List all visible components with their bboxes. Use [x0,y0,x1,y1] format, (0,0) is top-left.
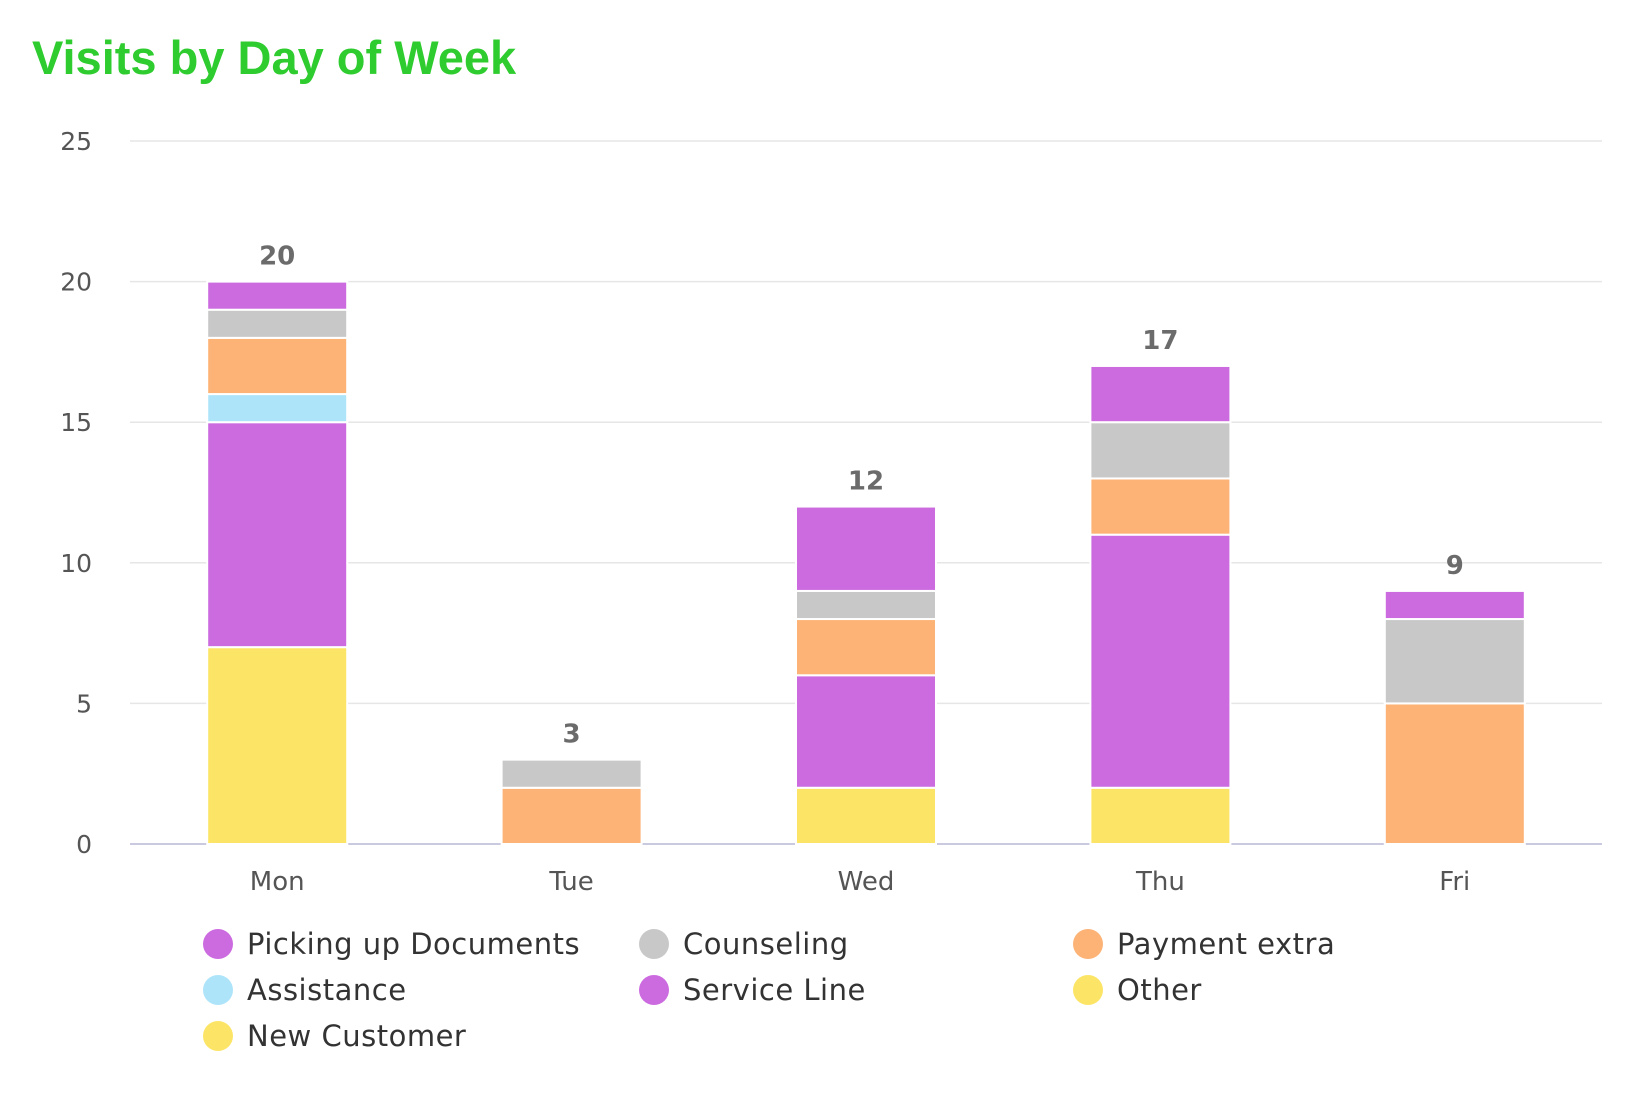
x-tick-label-wed: Wed [838,867,895,897]
legend-marker [639,975,669,1005]
bar-fri-payment-extra[interactable] [1383,702,1526,846]
bar-fri-counseling[interactable] [1383,618,1526,705]
legend-item-payment-extra[interactable]: Payment extra [1073,927,1335,961]
total-label-wed: 12 [848,467,884,497]
bars [206,280,1526,846]
bar-thu-new-customer[interactable] [1089,786,1232,846]
legend-marker [1073,929,1103,959]
legend-label: New Customer [247,1019,467,1053]
bar-mon-picking-up-documents[interactable] [206,280,349,311]
legend-marker [1073,975,1103,1005]
total-label-thu: 17 [1142,326,1178,356]
chart-title: Visits by Day of Week [32,31,517,84]
y-tick-label-0: 0 [76,830,92,859]
bar-wed-new-customer[interactable] [795,786,937,846]
x-tick-label-thu: Thu [1135,867,1185,897]
x-tick-label-tue: Tue [548,867,593,897]
bar-tue-counseling[interactable] [500,758,643,789]
y-tick-label-5: 5 [76,689,92,718]
y-tick-label-15: 15 [60,408,92,437]
y-tick-label-10: 10 [60,549,92,578]
total-label-fri: 9 [1446,551,1464,581]
bar-fri-picking-up-documents[interactable] [1383,589,1526,621]
legend-label: Assistance [247,973,407,1007]
bar-wed-picking-up-documents[interactable] [795,505,937,592]
bar-mon-payment-extra[interactable] [206,336,349,396]
bar-mon-assistance[interactable] [206,393,349,424]
bar-thu-payment-extra[interactable] [1089,477,1232,536]
legend-item-other[interactable]: Other [1073,973,1202,1007]
legend-marker [203,929,233,959]
x-axis-tick-labels: Mon Tue Wed Thu Fri [250,867,1471,897]
bar-wed-counseling[interactable] [795,589,937,621]
total-label-tue: 3 [563,720,581,750]
bar-thu-picking-up-documents[interactable] [1089,364,1232,424]
legend-item-assistance[interactable]: Assistance [203,973,407,1007]
legend-label: Payment extra [1117,927,1336,961]
bar-mon-service-line[interactable] [206,421,349,649]
stack-total-labels: 20 3 12 17 9 [259,242,1464,750]
legend-item-counseling[interactable]: Counseling [639,927,849,961]
bar-wed-service-line[interactable] [795,674,937,789]
legend-marker [203,1021,233,1051]
y-tick-label-25: 25 [60,127,92,156]
legend-marker [203,975,233,1005]
bar-mon-new-customer[interactable] [206,646,349,845]
legend-item-picking-up-documents[interactable]: Picking up Documents [203,927,580,961]
legend-label: Service Line [683,973,866,1007]
y-axis-tick-labels: 0 5 10 15 20 25 [60,127,92,859]
legend-marker [639,929,669,959]
bar-thu-service-line[interactable] [1089,533,1232,789]
y-tick-label-20: 20 [60,268,92,297]
bar-mon-counseling[interactable] [206,308,349,339]
bar-wed-payment-extra[interactable] [795,618,937,677]
x-tick-label-fri: Fri [1439,867,1470,897]
legend-label: Picking up Documents [247,927,581,961]
total-label-mon: 20 [259,242,295,272]
legend-item-service-line[interactable]: Service Line [639,973,866,1007]
legend-item-new-customer[interactable]: New Customer [203,1019,466,1053]
bar-thu-counseling[interactable] [1089,421,1232,480]
legend-label: Counseling [683,927,849,961]
bar-tue-payment-extra[interactable] [500,786,643,846]
legend-label: Other [1117,973,1202,1007]
x-tick-label-mon: Mon [250,867,305,897]
